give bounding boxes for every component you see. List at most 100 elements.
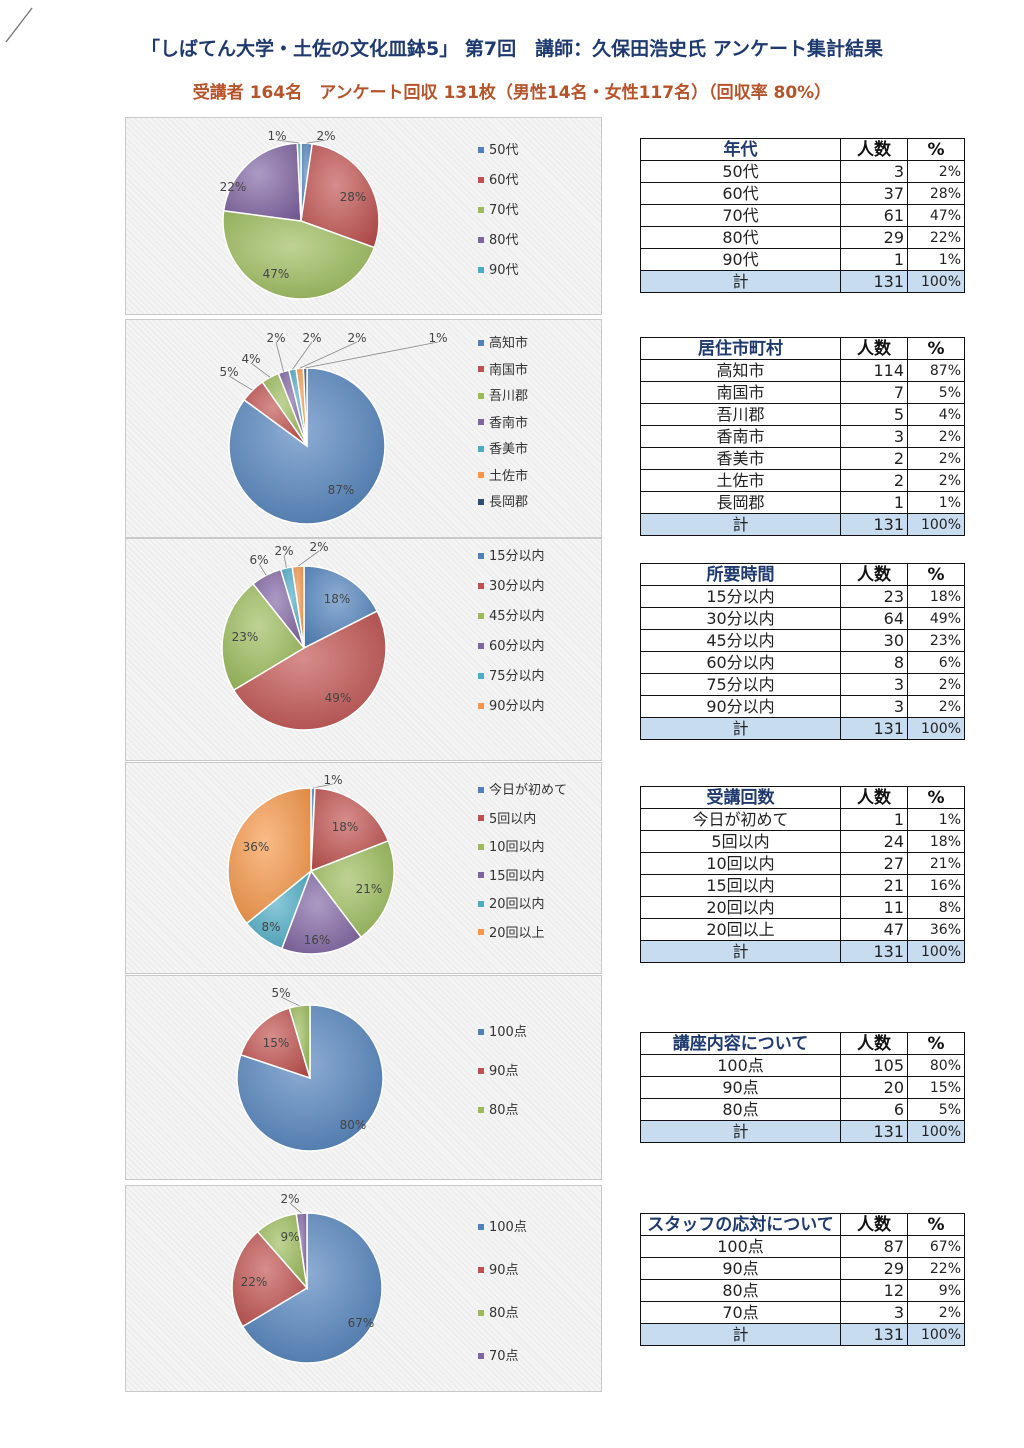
legend-label: 60代 <box>489 173 519 188</box>
column-header-percent: % <box>907 138 965 161</box>
table-row: 20回以内 11 8% <box>640 896 965 919</box>
cell-category: 100点 <box>640 1235 841 1258</box>
legend-item: 50代 <box>478 143 519 159</box>
legend-swatch <box>478 582 484 589</box>
legend-item: 吾川郡 <box>478 389 528 405</box>
cell-count: 24 <box>840 830 908 853</box>
pie-percent-label: 49% <box>325 691 352 705</box>
pie-slice <box>303 565 379 650</box>
table-row: 土佐市 2 2% <box>640 469 965 492</box>
column-header-count: 人数 <box>840 1213 908 1236</box>
pie-slice <box>280 869 363 955</box>
cell-category: 計 <box>640 940 841 963</box>
legend-item: 100点 <box>478 1025 527 1041</box>
cell-percent: 9% <box>907 1279 965 1302</box>
cell-category: 60代 <box>640 182 841 205</box>
table-row: 70点 3 2% <box>640 1301 965 1324</box>
pie-percent-label: 5% <box>271 986 290 1000</box>
cell-percent: 6% <box>907 651 965 674</box>
cell-category: 70点 <box>640 1301 841 1324</box>
column-header-count: 人数 <box>840 337 908 360</box>
table-title: 居住市町村 <box>640 337 841 360</box>
legend-label: 土佐市 <box>489 468 529 484</box>
legend-item: 20回以上 <box>478 926 545 942</box>
cell-percent: 1% <box>907 808 965 831</box>
legend-label: 80点 <box>489 1103 519 1118</box>
leader-line <box>258 563 267 576</box>
cell-category: 80点 <box>640 1279 841 1302</box>
cell-percent: 100% <box>907 940 965 963</box>
cell-category: 70代 <box>640 204 841 227</box>
table-total-row: 計 131 100% <box>640 717 965 740</box>
cell-percent: 1% <box>907 248 965 271</box>
leader-line <box>305 341 439 369</box>
legend-item: 70点 <box>478 1349 519 1365</box>
cell-category: 80代 <box>640 226 841 249</box>
cell-category: 75分以内 <box>640 673 841 696</box>
cell-count: 2 <box>840 469 908 492</box>
legend-item: 15分以内 <box>478 549 545 565</box>
pie-slice <box>241 1212 383 1364</box>
legend-swatch <box>478 1028 484 1035</box>
legend-label: 90点 <box>489 1263 519 1278</box>
cell-category: 100点 <box>640 1054 841 1077</box>
table-row: 60分以内 8 6% <box>640 651 965 674</box>
legend-label: 80点 <box>489 1306 519 1321</box>
legend-item: 香美市 <box>478 442 528 458</box>
legend-swatch <box>478 236 484 243</box>
table-title: 年代 <box>640 138 841 161</box>
table-row: 15分以内 23 18% <box>640 585 965 608</box>
cell-percent: 5% <box>907 381 965 404</box>
table-row: 長岡郡 1 1% <box>640 491 965 514</box>
cell-count: 61 <box>840 204 908 227</box>
legend-swatch <box>478 498 484 505</box>
legend-label: 20回以上 <box>489 925 545 941</box>
table-total-row: 計 131 100% <box>640 1323 965 1346</box>
cell-category: 50代 <box>640 160 841 183</box>
cell-category: 長岡郡 <box>640 491 841 514</box>
pie-slice <box>291 565 305 649</box>
legend-label: 70代 <box>489 203 519 218</box>
table-row: 90点 29 22% <box>640 1257 965 1280</box>
legend-item: 80点 <box>478 1306 519 1322</box>
table-row: 香南市 3 2% <box>640 425 965 448</box>
legend-label: 50代 <box>489 143 519 158</box>
summary-table: スタッフの応対について 人数% 100点 87 67% 90点 29 22% 80点 12 9% 70… <box>640 1213 965 1346</box>
pie-chart: 18% 49% 23% 6% 2% 2% <box>221 540 387 731</box>
pie-slice <box>221 582 306 692</box>
cell-count: 1 <box>840 491 908 514</box>
legend-item: 10回以内 <box>478 840 545 856</box>
legend-item: 90代 <box>478 263 519 279</box>
cell-count: 105 <box>840 1054 908 1077</box>
pie-percent-label: 2% <box>316 129 335 143</box>
cell-percent: 2% <box>907 469 965 492</box>
pie-percent-label: 67% <box>348 1316 375 1330</box>
column-header-percent: % <box>907 786 965 809</box>
cell-category: 今日が初めて <box>640 808 841 831</box>
cell-count: 37 <box>840 182 908 205</box>
legend-swatch <box>478 266 484 273</box>
legend-label: 吾川郡 <box>489 389 529 404</box>
cell-percent: 1% <box>907 491 965 514</box>
cell-percent: 18% <box>907 830 965 853</box>
cell-count: 3 <box>840 1301 908 1324</box>
cell-count: 131 <box>840 1323 908 1346</box>
table-row: 75分以内 3 2% <box>640 673 965 696</box>
pie-slice <box>222 142 302 222</box>
column-header-count: 人数 <box>840 1032 908 1055</box>
cell-count: 29 <box>840 1257 908 1280</box>
legend-swatch <box>478 339 484 346</box>
leader-line <box>276 139 300 144</box>
cell-count: 131 <box>840 1120 908 1143</box>
cell-percent: 87% <box>907 359 965 382</box>
cell-percent: 21% <box>907 852 965 875</box>
table-row: 90点 20 15% <box>640 1076 965 1099</box>
cell-percent: 15% <box>907 1076 965 1099</box>
cell-count: 114 <box>840 359 908 382</box>
cell-category: 計 <box>640 717 841 740</box>
cell-category: 計 <box>640 270 841 293</box>
legend-swatch <box>478 786 484 793</box>
cell-count: 3 <box>840 695 908 718</box>
pie-slice <box>239 1007 312 1080</box>
table-total-row: 計 131 100% <box>640 1120 965 1143</box>
